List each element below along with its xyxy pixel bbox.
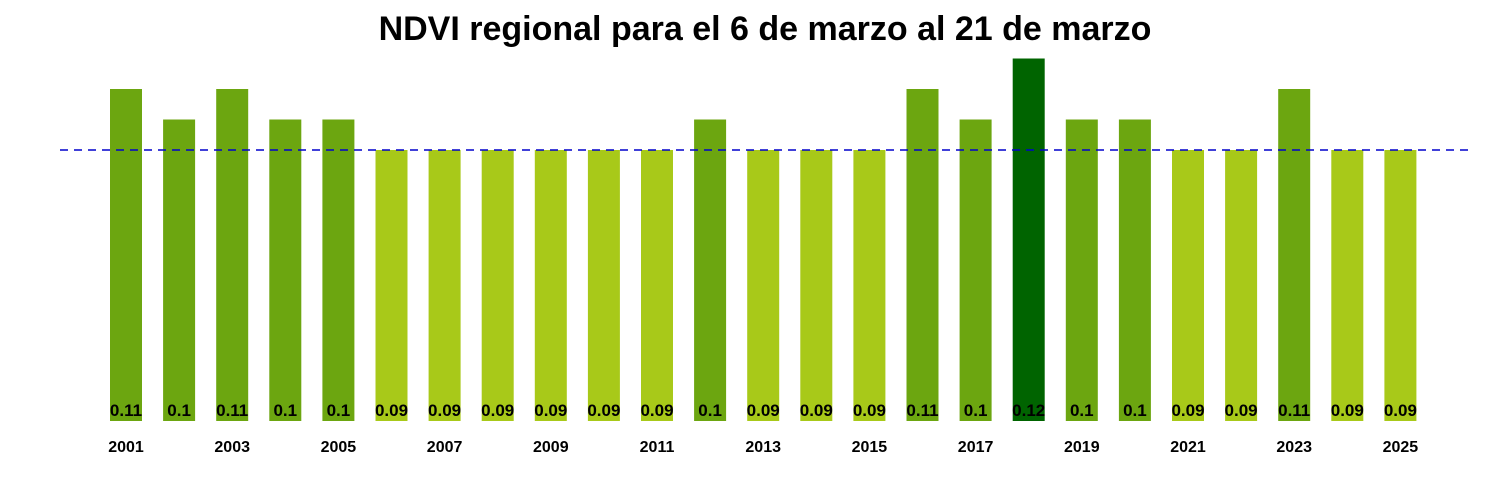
value-label-2004: 0.1: [273, 401, 297, 420]
value-label-2003: 0.11: [216, 401, 248, 420]
value-label-2017: 0.1: [964, 401, 988, 420]
value-label-2010: 0.09: [587, 401, 620, 420]
bar-2019: [1065, 119, 1098, 421]
bar-2007: [428, 150, 461, 421]
bar-2013: [747, 150, 780, 421]
value-label-2025: 0.09: [1384, 401, 1417, 420]
x-tick-label-2005: 2005: [321, 439, 357, 456]
value-label-2002: 0.1: [167, 401, 191, 420]
value-label-2023: 0.11: [1278, 401, 1310, 420]
x-tick-label-2003: 2003: [214, 439, 250, 456]
value-label-2005: 0.1: [327, 401, 351, 420]
bar-2024: [1331, 150, 1364, 421]
x-tick-label-2017: 2017: [958, 439, 994, 456]
bar-2020: [1118, 119, 1151, 421]
bar-2017: [959, 119, 992, 421]
x-tick-label-2011: 2011: [640, 439, 675, 456]
value-label-2001: 0.11: [110, 401, 142, 420]
value-label-2006: 0.09: [375, 401, 408, 420]
bar-2008: [481, 150, 514, 421]
value-label-2022: 0.09: [1225, 401, 1258, 420]
value-label-2016: 0.11: [906, 401, 938, 420]
x-tick-label-2009: 2009: [533, 439, 569, 456]
value-label-2011: 0.09: [640, 401, 673, 420]
bar-2012: [694, 119, 727, 421]
x-tick-label-2013: 2013: [745, 439, 781, 456]
value-label-2008: 0.09: [481, 401, 514, 420]
bar-2023: [1278, 89, 1311, 421]
bar-2003: [216, 89, 249, 421]
value-label-2024: 0.09: [1331, 401, 1364, 420]
x-tick-label-2021: 2021: [1170, 439, 1206, 456]
value-label-2018: 0.12: [1012, 401, 1045, 420]
value-label-2012: 0.1: [698, 401, 722, 420]
x-tick-label-2023: 2023: [1276, 439, 1312, 456]
value-label-2015: 0.09: [853, 401, 886, 420]
value-label-2020: 0.1: [1123, 401, 1147, 420]
bar-2011: [641, 150, 673, 421]
bar-2010: [587, 150, 620, 421]
value-label-2007: 0.09: [428, 401, 461, 420]
bar-2002: [163, 119, 196, 421]
x-tick-label-2007: 2007: [427, 439, 463, 456]
value-label-2014: 0.09: [800, 401, 833, 420]
x-tick-label-2025: 2025: [1383, 439, 1419, 456]
value-label-2021: 0.09: [1171, 401, 1204, 420]
bar-2015: [853, 150, 886, 421]
value-label-2009: 0.09: [534, 401, 567, 420]
bar-2001: [110, 89, 142, 421]
bar-2014: [800, 150, 833, 421]
x-tick-label-2015: 2015: [852, 439, 888, 456]
value-label-2019: 0.1: [1070, 401, 1094, 420]
bar-2005: [322, 119, 355, 421]
x-tick-label-2001: 2001: [108, 439, 144, 456]
bar-2004: [269, 119, 302, 421]
bar-2018: [1012, 58, 1045, 421]
bar-2009: [534, 150, 567, 421]
bar-2016: [906, 89, 939, 421]
bar-2006: [375, 150, 408, 421]
bar-2021: [1172, 150, 1204, 421]
bar-2022: [1225, 150, 1258, 421]
x-tick-label-2019: 2019: [1064, 439, 1100, 456]
value-label-2013: 0.09: [747, 401, 780, 420]
chart-title: NDVI regional para el 6 de marzo al 21 d…: [378, 10, 1152, 48]
bar-2025: [1384, 150, 1417, 421]
